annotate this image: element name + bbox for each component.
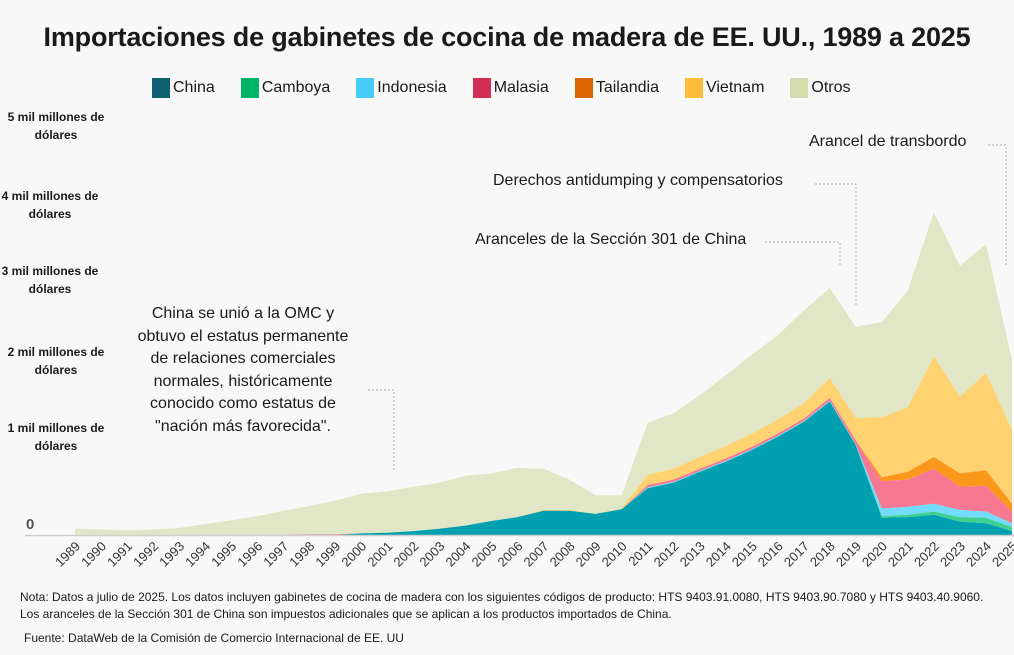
x-tick-label: 2004 bbox=[442, 539, 473, 570]
legend-swatch bbox=[790, 78, 809, 98]
x-tick-label: 2009 bbox=[573, 539, 604, 570]
x-tick-label: 1994 bbox=[182, 539, 213, 570]
x-tick-label: 2005 bbox=[469, 539, 500, 570]
annotation-antidumping: Derechos antidumping y compensatorios bbox=[493, 172, 783, 189]
annotation-line: normales, históricamente bbox=[153, 372, 333, 390]
x-tick-label: 2008 bbox=[547, 539, 578, 570]
x-tick-label: 2022 bbox=[911, 539, 942, 570]
leader-line-section301 bbox=[765, 241, 841, 266]
x-tick-label: 2007 bbox=[521, 539, 552, 570]
x-tick-label: 1996 bbox=[234, 539, 265, 570]
x-tick-label: 2020 bbox=[859, 539, 890, 570]
x-tick-label: 2014 bbox=[703, 539, 734, 570]
x-tick-label: 2011 bbox=[625, 539, 655, 569]
legend-item-china: China bbox=[152, 78, 215, 98]
x-tick-label: 1990 bbox=[78, 539, 109, 570]
source: Fuente: DataWeb de la Comisión de Comerc… bbox=[24, 631, 404, 645]
footnote: Nota: Datos a julio de 2025. Los datos i… bbox=[20, 590, 984, 621]
legend-item-vietnam: Vietnam bbox=[684, 78, 765, 98]
legend-label: China bbox=[173, 79, 215, 96]
area-otros bbox=[75, 212, 1012, 535]
chart-title: Importaciones de gabinetes de cocina de … bbox=[43, 22, 971, 52]
x-tick-label: 2016 bbox=[755, 539, 786, 570]
y-tick-label-4: 4 mil millones de dólares bbox=[1, 189, 99, 221]
y-tick-label-0: 0 bbox=[26, 516, 35, 533]
x-tick-label: 2017 bbox=[781, 539, 812, 570]
x-tick-label: 1989 bbox=[52, 539, 83, 570]
y-tick-label-1: 1 mil millones de dólares bbox=[7, 421, 105, 453]
legend-swatch bbox=[356, 78, 375, 98]
legend-item-tailandia: Tailandia bbox=[574, 78, 659, 98]
annotation-line: de relaciones comerciales bbox=[150, 350, 336, 367]
legend: China Camboya Indonesia Malasia Tailandi… bbox=[152, 78, 877, 98]
x-tick-label: 2000 bbox=[338, 539, 369, 570]
y-tick-label-3: 3 mil millones de dólares bbox=[1, 264, 99, 296]
legend-item-otros: Otros bbox=[790, 78, 851, 98]
legend-label: Indonesia bbox=[377, 79, 447, 96]
legend-swatch bbox=[152, 78, 170, 98]
x-tick-label: 2006 bbox=[495, 539, 526, 570]
x-tick-label: 2021 bbox=[885, 539, 916, 570]
annotation-line: China se unió a la OMC y bbox=[151, 305, 335, 322]
x-tick-label: 2012 bbox=[651, 539, 682, 570]
x-tick-label: 2023 bbox=[937, 539, 968, 570]
x-tick-label: 2019 bbox=[833, 539, 864, 570]
x-tick-label: 1993 bbox=[156, 539, 187, 570]
annotation-line: obtuvo el estatus permanente bbox=[137, 327, 349, 345]
legend-item-malasia: Malasia bbox=[472, 78, 549, 98]
x-tick-label: 1995 bbox=[208, 539, 239, 570]
x-tick-label: 1992 bbox=[130, 539, 161, 570]
legend-label: Malasia bbox=[493, 79, 549, 96]
x-tick-label: 1997 bbox=[260, 539, 291, 570]
x-tick-label: 2018 bbox=[807, 539, 838, 570]
annotation-line: conocido como estatus de bbox=[150, 395, 336, 412]
x-tick-label: 2002 bbox=[390, 539, 421, 570]
y-tick-label-5: 5 mil millones de dólares bbox=[7, 110, 105, 142]
annotation-section301: Aranceles de la Sección 301 de China bbox=[475, 231, 747, 248]
annotation-wto: China se unió a la OMC y obtuvo el estat… bbox=[118, 303, 368, 438]
legend-label: Otros bbox=[811, 79, 851, 96]
y-tick-label-2: 2 mil millones de dólares bbox=[7, 345, 105, 377]
x-tick-label: 1999 bbox=[312, 539, 343, 570]
x-tick-label: 1998 bbox=[286, 539, 317, 570]
legend-swatch bbox=[472, 78, 491, 98]
legend-label: Tailandia bbox=[595, 79, 659, 96]
annotation-line: "nación más favorecida". bbox=[155, 417, 331, 435]
x-tick-label: 2003 bbox=[416, 539, 447, 570]
leader-line-antidumping bbox=[815, 183, 857, 305]
leader-line-wto bbox=[368, 389, 395, 472]
x-tick-label: 2024 bbox=[963, 539, 994, 570]
legend-swatch bbox=[240, 78, 259, 98]
x-tick-label: 1991 bbox=[104, 539, 135, 570]
x-tick-label: 2025 bbox=[989, 539, 1014, 570]
leader-line-transshipment bbox=[988, 144, 1007, 265]
legend-swatch bbox=[684, 78, 703, 98]
annotation-transshipment: Arancel de transbordo bbox=[809, 133, 967, 150]
area-china bbox=[75, 401, 1012, 535]
x-tick-label: 2013 bbox=[677, 539, 708, 570]
legend-swatch bbox=[574, 78, 593, 98]
legend-item-indonesia: Indonesia bbox=[356, 78, 447, 98]
x-tick-label: 2015 bbox=[729, 539, 760, 570]
legend-label: Vietnam bbox=[705, 79, 765, 96]
x-tick-label: 2010 bbox=[599, 539, 630, 570]
x-tick-label: 2001 bbox=[364, 539, 395, 570]
legend-item-camboya: Camboya bbox=[240, 78, 331, 98]
legend-label: Camboya bbox=[261, 79, 331, 96]
